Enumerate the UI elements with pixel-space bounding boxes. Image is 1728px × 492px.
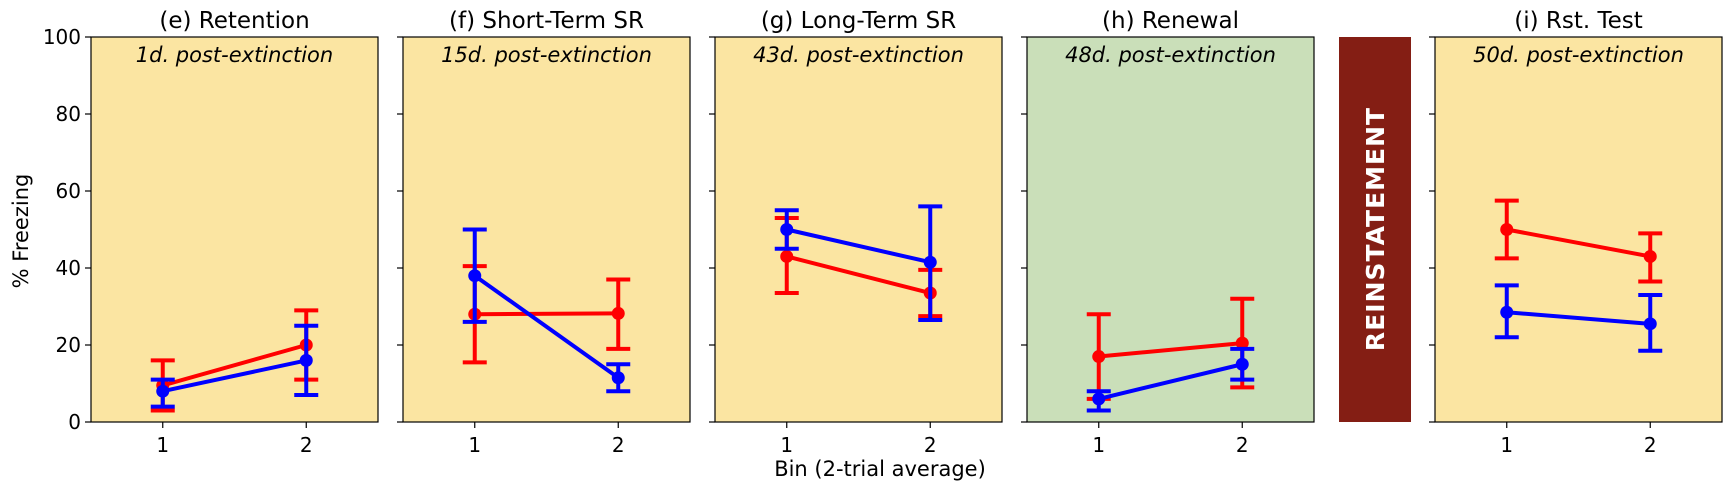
series-line	[162, 343, 307, 388]
data-point	[1235, 357, 1249, 371]
panel-background	[715, 37, 1002, 422]
panel-3: 1 2 (g) Long-Term SR 43d. post-extinction	[709, 8, 1003, 457]
panel-background	[1435, 37, 1722, 422]
panel-frame	[1434, 36, 1723, 423]
reinstatement-label: REINSTATEMENT	[1361, 107, 1390, 351]
series-red	[1494, 198, 1663, 284]
panel-frame	[714, 36, 1003, 423]
panel-2: 1 2 (f) Short-Term SR 15d. post-extinction	[397, 8, 691, 457]
data-point	[1500, 223, 1514, 236]
x-tick-label: 2	[1236, 433, 1249, 457]
series-blue	[1494, 283, 1663, 353]
x-tick-label: 1	[156, 433, 169, 457]
series-line	[1098, 341, 1243, 359]
data-point	[1500, 305, 1514, 319]
y-tick-label: 100	[43, 25, 81, 49]
reinstatement-bar	[1339, 37, 1411, 422]
panel-title: (h) Renewal	[1102, 8, 1239, 34]
x-tick-label: 1	[1092, 433, 1105, 457]
series-line	[786, 227, 931, 265]
panel-frame	[1026, 36, 1315, 423]
panel-title: (i) Rst. Test	[1514, 8, 1643, 34]
panel-annotation: 50d. post-extinction	[1473, 43, 1684, 67]
series-blue	[774, 204, 943, 322]
x-axis-label: Bin (2-trial average)	[774, 457, 986, 481]
y-tick-label: 80	[56, 102, 81, 126]
panel-background	[1027, 37, 1314, 422]
data-point	[780, 249, 794, 263]
panel-frame	[402, 36, 691, 423]
series-red	[1086, 296, 1255, 401]
data-point	[1643, 317, 1657, 331]
x-tick-label: 2	[924, 433, 937, 457]
series-line	[162, 358, 307, 394]
panel-annotation: 1d. post-extinction	[136, 43, 333, 67]
data-point	[468, 269, 482, 283]
x-tick-label: 2	[612, 433, 625, 457]
y-tick-label: 40	[56, 256, 81, 280]
data-point	[780, 223, 794, 236]
panel-frame	[90, 36, 379, 423]
y-tick-label: 0	[68, 410, 81, 434]
data-point	[923, 255, 937, 269]
panel-4: 1 2 (h) Renewal 48d. post-extinction	[1021, 8, 1315, 457]
series-blue	[462, 227, 631, 394]
x-tick-label: 2	[1644, 433, 1657, 457]
series-blue	[1086, 346, 1255, 413]
data-point	[1643, 249, 1657, 263]
panel-background	[403, 37, 690, 422]
series-line	[1506, 310, 1651, 326]
panel-annotation: 15d. post-extinction	[441, 43, 652, 67]
data-point	[1092, 350, 1106, 364]
data-point	[611, 306, 625, 320]
panel-annotation: 43d. post-extinction	[753, 43, 964, 67]
x-tick-label: 1	[1500, 433, 1513, 457]
data-point	[156, 384, 170, 398]
panel-1: 0 20 40 60 80 100 1 2 (e) Retention 1d. post-exti…	[43, 8, 379, 457]
x-tick-label: 1	[780, 433, 793, 457]
panel-background	[91, 37, 378, 422]
data-point	[1235, 336, 1249, 350]
panel-title: (g) Long-Term SR	[761, 8, 956, 34]
panel-annotation: 48d. post-extinction	[1065, 43, 1276, 67]
y-tick-label: 60	[56, 179, 81, 203]
panel-title: (e) Retention	[159, 8, 309, 34]
series-line	[473, 274, 620, 380]
data-point	[1092, 392, 1106, 406]
x-tick-label: 2	[300, 433, 313, 457]
series-line	[474, 311, 619, 317]
data-point	[611, 371, 625, 385]
y-axis-label: % Freezing	[9, 174, 33, 289]
series-blue	[150, 323, 319, 409]
series-line	[1506, 227, 1651, 259]
series-line	[1098, 362, 1243, 401]
x-tick-label: 1	[468, 433, 481, 457]
panel-5: 1 2 (i) Rst. Test 50d. post-extinction	[1429, 8, 1723, 457]
series-line	[786, 254, 931, 295]
panels: 0 20 40 60 80 100 1 2 (e) Retention 1d. post-exti…	[43, 8, 1723, 457]
panel-title: (f) Short-Term SR	[449, 8, 644, 34]
reinstatement-divider: REINSTATEMENT	[1339, 37, 1411, 422]
data-point	[299, 353, 313, 367]
y-tick-label: 20	[56, 333, 81, 357]
